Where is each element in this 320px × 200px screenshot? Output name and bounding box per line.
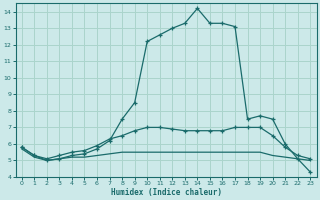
X-axis label: Humidex (Indice chaleur): Humidex (Indice chaleur) xyxy=(110,188,221,197)
